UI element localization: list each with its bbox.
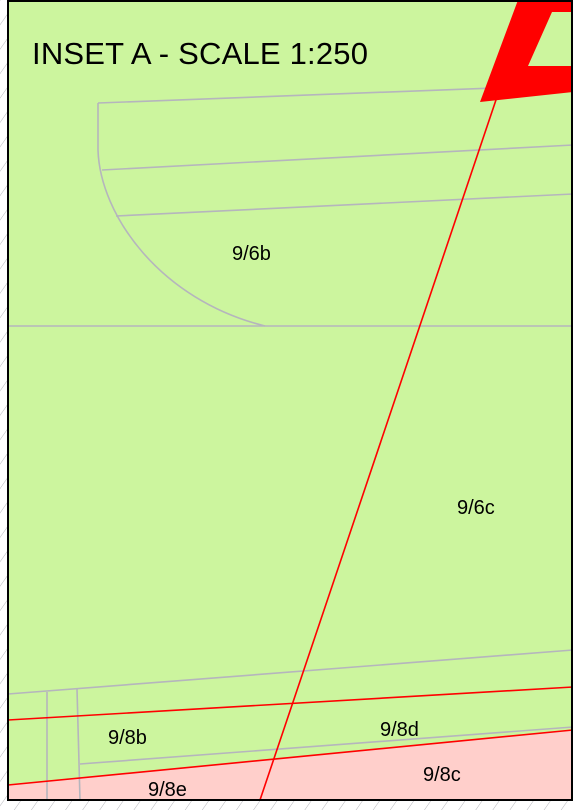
red-boundary-lines [7,87,573,801]
inset-frame [7,0,573,801]
pink-parcel-strip [8,730,573,800]
parcel-label-9-6c: 9/6c [457,497,495,519]
parcel-label-9-8b: 9/8b [108,727,147,749]
parcel-label-9-6b: 9/6b [232,243,271,265]
parcel-label-9-8e: 9/8e [148,779,187,801]
red-marker [480,0,573,102]
parcel-label-9-8d: 9/8d [380,719,419,741]
green-parcel-area [8,0,573,800]
inset-title: INSET A - SCALE 1:250 [32,36,369,71]
parcel-label-9-8c: 9/8c [423,764,461,786]
